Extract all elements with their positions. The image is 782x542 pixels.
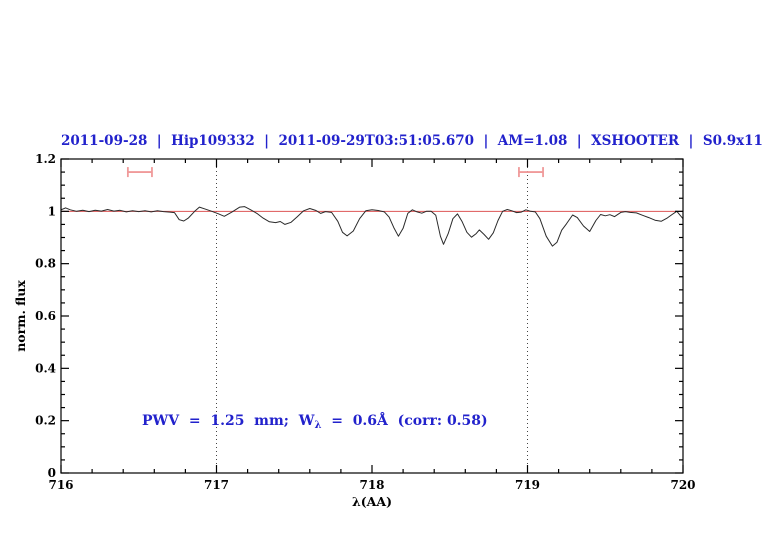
x-tick-label: 720 bbox=[670, 478, 695, 492]
y-tick-label: 0.2 bbox=[35, 414, 56, 428]
x-tick-label: 716 bbox=[48, 478, 73, 492]
y-axis-label: norm. flux bbox=[13, 280, 28, 352]
y-tick-label: 0.6 bbox=[35, 309, 56, 323]
y-tick-label: 1 bbox=[48, 204, 56, 218]
spectrum-line bbox=[60, 206, 684, 247]
x-tick-label: 718 bbox=[359, 478, 384, 492]
x-axis-label: λ(AA) bbox=[352, 494, 392, 509]
x-tick-label: 719 bbox=[515, 478, 540, 492]
x-tick-label: 717 bbox=[204, 478, 229, 492]
y-tick-label: 0.8 bbox=[35, 257, 56, 271]
pwv-annotation-sub: λ bbox=[314, 420, 322, 431]
y-tick-label: 0.4 bbox=[35, 361, 56, 375]
y-tick-label: 1.2 bbox=[35, 152, 56, 166]
pwv-annotation-post: = 0.6Å (corr: 0.58) bbox=[321, 413, 488, 429]
pwv-annotation-pre: PWV = 1.25 mm; W bbox=[142, 413, 315, 429]
y-tick-label: 0 bbox=[48, 466, 56, 480]
pwv-annotation: PWV = 1.25 mm; Wλ = 0.6Å (corr: 0.58) bbox=[142, 413, 488, 431]
